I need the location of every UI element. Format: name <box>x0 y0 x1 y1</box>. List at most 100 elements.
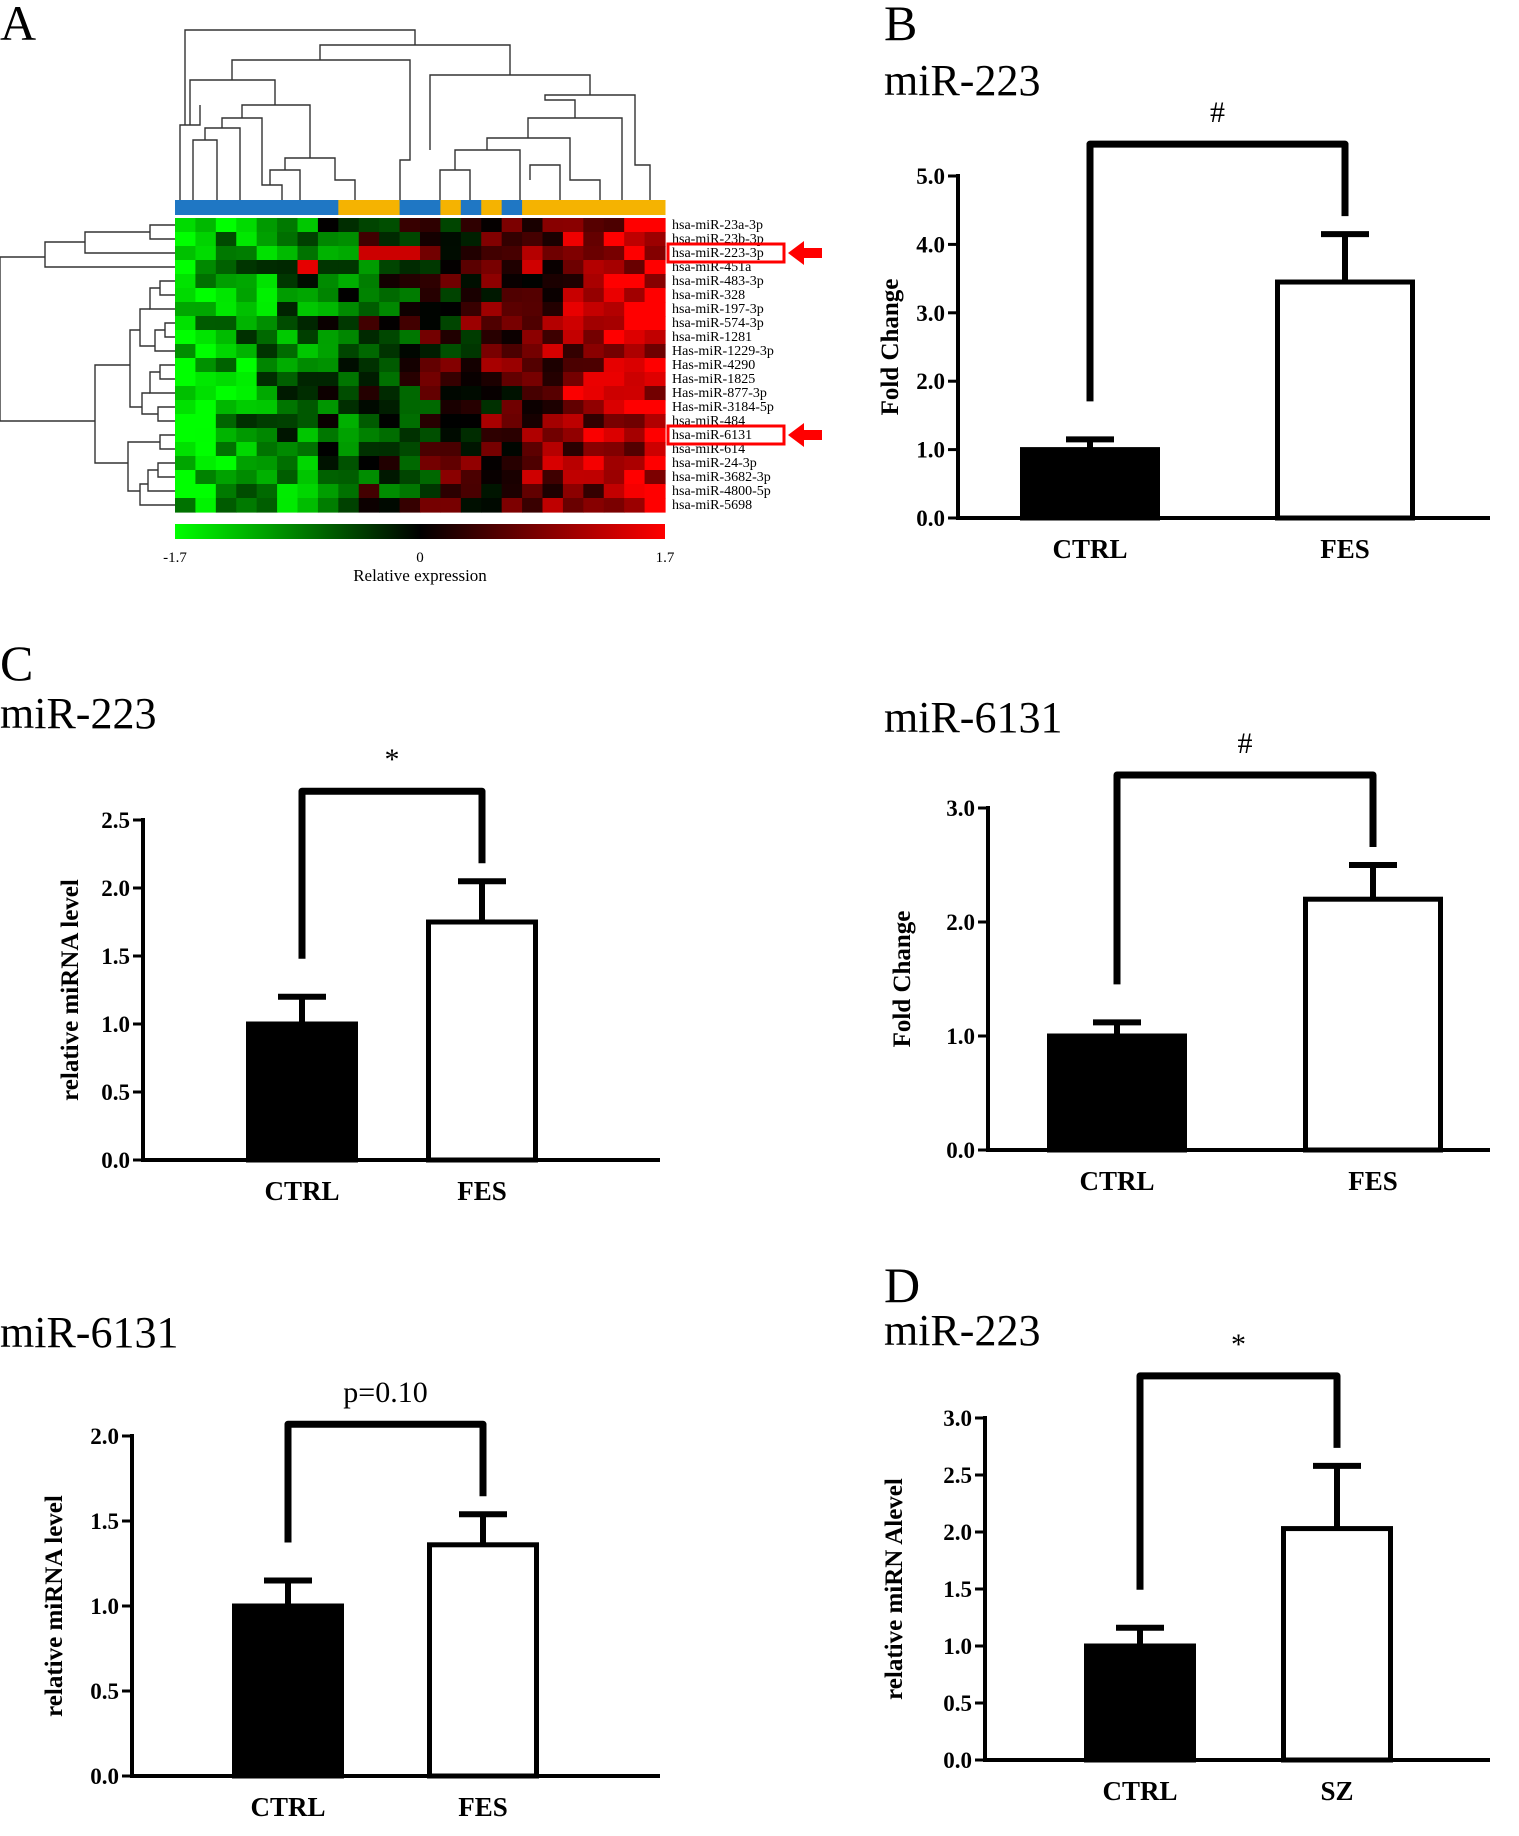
heatmap-cell <box>644 344 666 359</box>
heatmap-cell <box>175 330 197 345</box>
heatmap-cell <box>236 260 258 275</box>
heatmap-cell <box>522 442 544 457</box>
heatmap-cell <box>175 260 197 275</box>
heatmap-cell <box>420 470 442 485</box>
y-tick-label: 3.0 <box>916 301 945 326</box>
heatmap-cell <box>440 428 462 443</box>
heatmap-cell <box>501 400 523 415</box>
y-tick-label: 2.0 <box>916 369 945 394</box>
heatmap-cell <box>277 386 299 401</box>
heatmap-cell <box>644 498 666 513</box>
heatmap-cell <box>195 330 217 345</box>
heatmap-cell <box>317 330 339 345</box>
heatmap-cell <box>297 302 319 317</box>
dendrogram-branch <box>149 224 175 240</box>
heatmap-cell <box>317 386 339 401</box>
sample-group-segment <box>175 200 339 215</box>
heatmap-cell <box>215 470 237 485</box>
panel-letter-c: C <box>0 635 33 691</box>
heatmap-cell <box>603 498 625 513</box>
heatmap-cell <box>562 414 584 429</box>
heatmap-cell <box>644 400 666 415</box>
heatmap-cell <box>297 288 319 303</box>
heatmap-cell <box>440 302 462 317</box>
heatmap-cell <box>399 330 421 345</box>
highlight-markers <box>666 241 822 447</box>
heatmap-cell <box>603 288 625 303</box>
heatmap-cell <box>481 232 503 247</box>
y-axis-title: relative miRNA level <box>41 1495 68 1717</box>
heatmap-cell <box>542 386 564 401</box>
heatmap-cell <box>399 232 421 247</box>
heatmap-cell <box>175 344 197 359</box>
heatmap-cell <box>624 358 646 373</box>
heatmap-cell <box>215 414 237 429</box>
heatmap-cell <box>338 498 360 513</box>
dendrogram-branch <box>221 117 283 200</box>
column-dendrogram <box>179 29 651 200</box>
dendrogram-branch <box>204 127 241 200</box>
heatmap-cell <box>317 414 339 429</box>
heatmap-cell <box>236 456 258 471</box>
heatmap-cell <box>399 302 421 317</box>
heatmap-cell <box>562 428 584 443</box>
y-tick-label: 1.0 <box>943 1634 972 1659</box>
heatmap-cell <box>481 484 503 499</box>
heatmap-cell <box>603 232 625 247</box>
heatmap-cell <box>583 302 605 317</box>
heatmap-cell <box>338 232 360 247</box>
heatmap-cell <box>358 470 380 485</box>
heatmap-cell <box>215 386 237 401</box>
heatmap-cell <box>440 386 462 401</box>
heatmap-cell <box>522 330 544 345</box>
chart-title: miR-6131 <box>0 1308 178 1357</box>
y-tick-label: 4.0 <box>916 232 945 257</box>
highlight-box <box>666 424 786 446</box>
heatmap-cell <box>277 470 299 485</box>
gene-label: Has-miR-1825 <box>672 372 755 387</box>
chart-c-mir-6131-relative: miR-6131 0.0 0.5 1.0 1.5 2.0 relative miRNA le… <box>0 1308 660 1822</box>
y-tick-label: 3.0 <box>943 1406 972 1431</box>
heatmap-cell <box>236 484 258 499</box>
heatmap-cell <box>317 302 339 317</box>
dendrogram-branch <box>527 117 623 200</box>
heatmap-cell <box>236 344 258 359</box>
heatmap-cell <box>460 414 482 429</box>
heatmap-cell <box>195 218 217 233</box>
y-tick-label: 3.0 <box>946 796 975 821</box>
heatmap-cell <box>501 498 523 513</box>
heatmap-cell <box>501 358 523 373</box>
heatmap-cell <box>562 344 584 359</box>
heatmap-cell <box>195 400 217 415</box>
heatmap-cell <box>277 302 299 317</box>
heatmap-cell <box>583 260 605 275</box>
heatmap-cell <box>256 316 278 331</box>
y-tick-label: 0.5 <box>101 1080 130 1105</box>
heatmap-cell <box>195 288 217 303</box>
heatmap-cell <box>583 414 605 429</box>
heatmap-cell <box>522 372 544 387</box>
heatmap-cell <box>440 316 462 331</box>
dendrogram-branch <box>241 104 311 158</box>
heatmap-cell <box>399 456 421 471</box>
heatmap-cell <box>440 218 462 233</box>
heatmap-cell <box>624 218 646 233</box>
heatmap-cell <box>338 358 360 373</box>
heatmap-cell <box>460 330 482 345</box>
heatmap-cell <box>522 344 544 359</box>
heatmap-cell <box>420 260 442 275</box>
heatmap-cell <box>481 218 503 233</box>
heatmap-cell <box>460 456 482 471</box>
y-tick-label: 0.0 <box>943 1748 972 1773</box>
arrow-left-icon <box>788 241 822 265</box>
dendrogram-branch <box>544 94 651 200</box>
y-tick-label: 1.0 <box>916 438 945 463</box>
heatmap-cell <box>256 302 278 317</box>
heatmap-cell <box>420 218 442 233</box>
heatmap-cell <box>317 442 339 457</box>
category-label: CTRL <box>264 1176 339 1206</box>
heatmap-cell <box>522 316 544 331</box>
heatmap-cell <box>338 344 360 359</box>
significance-label: * <box>385 743 400 776</box>
